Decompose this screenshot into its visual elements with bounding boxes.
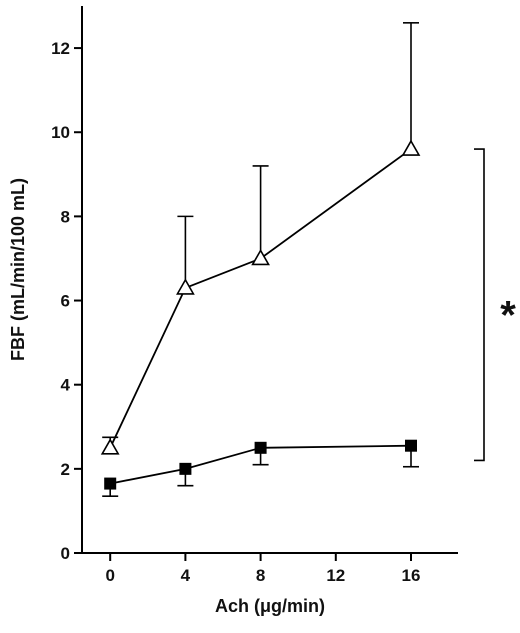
x-tick-label: 4 <box>181 566 191 585</box>
triangle-marker <box>401 139 421 156</box>
y-tick-label: 12 <box>51 39 70 58</box>
y-tick-label: 6 <box>61 292 70 311</box>
x-tick-label: 12 <box>326 566 345 585</box>
y-ticks: 0 2 4 6 8 10 12 <box>51 39 82 563</box>
y-axis-title: FBF (mL/min/100 mL) <box>8 178 28 361</box>
series-layer <box>100 22 421 497</box>
significance-bracket: * <box>474 148 516 462</box>
square-marker <box>104 477 117 490</box>
y-tick-label: 0 <box>61 544 70 563</box>
y-tick-label: 4 <box>61 376 71 395</box>
x-tick-label: 16 <box>402 566 421 585</box>
series-line <box>109 148 412 449</box>
bracket-line <box>474 148 485 462</box>
square-marker <box>179 462 192 475</box>
x-axis-title: Ach (μg/min) <box>215 596 325 616</box>
y-tick-label: 2 <box>61 460 70 479</box>
square-marker <box>254 441 267 454</box>
x-ticks: 0 4 8 12 16 <box>105 553 420 585</box>
x-tick-label: 0 <box>105 566 114 585</box>
series-1 <box>102 439 419 497</box>
series-0 <box>100 22 421 455</box>
x-tick-label: 8 <box>256 566 265 585</box>
square-marker <box>405 439 417 452</box>
triangle-marker <box>251 248 270 266</box>
triangle-marker <box>176 278 195 295</box>
y-tick-label: 10 <box>51 123 70 142</box>
series-line <box>110 444 412 485</box>
y-tick-label: 8 <box>61 207 70 226</box>
triangle-marker <box>100 438 120 455</box>
significance-asterisk: * <box>500 294 516 338</box>
chart-axes <box>81 6 458 554</box>
